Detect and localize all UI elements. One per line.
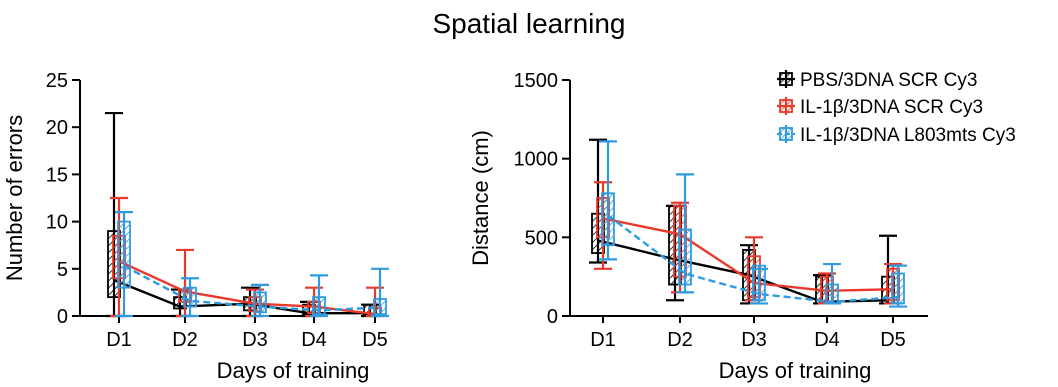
x-tick-label: D2: [667, 329, 693, 351]
x-tick-label: D5: [880, 329, 906, 351]
y-tick-label: 20: [46, 117, 68, 139]
series-layer: [589, 138, 907, 308]
y-ticks: 0 5 10 15 20 25: [46, 70, 80, 328]
errors-chart: 0 5 10 15 20 25 D1 D2 D3 D4 D5 Days of training N…: [2, 70, 389, 383]
box: [117, 220, 131, 289]
x-axis-label: Days of training: [217, 358, 370, 383]
y-axis-label: Distance (cm): [468, 130, 493, 266]
box: [825, 283, 839, 305]
legend-label: IL-1β/3DNA L803mts Cy3: [800, 125, 1016, 146]
figure-title: Spatial learning: [432, 8, 626, 39]
x-tick-label: D1: [106, 329, 132, 351]
x-axis-label: Days of training: [719, 358, 872, 383]
y-tick-label: 10: [46, 212, 68, 234]
series-layer: [105, 111, 389, 318]
y-tick-label: 15: [46, 164, 68, 186]
legend: PBS/3DNA SCR Cy3 IL-1β/3DNA SCR Cy3 IL-1…: [777, 70, 1016, 146]
y-axis-label: Number of errors: [2, 115, 27, 281]
y-tick-label: 500: [525, 227, 558, 249]
x-tick-label: D3: [242, 329, 268, 351]
legend-label: IL-1β/3DNA SCR Cy3: [800, 97, 983, 118]
series-line: [123, 264, 381, 312]
box: [312, 296, 326, 316]
series-il1b_l803: [599, 140, 907, 308]
y-tick-label: 1000: [514, 149, 559, 171]
box: [373, 298, 387, 316]
x-tick-label: D1: [590, 329, 616, 351]
y-tick-label: 25: [46, 70, 68, 92]
y-ticks: 0 500 1000 1500: [514, 70, 570, 328]
x-tick-label: D4: [814, 329, 840, 351]
box: [752, 264, 766, 302]
box: [253, 291, 267, 314]
series-il1b_scr: [594, 181, 902, 305]
x-tick-label: D5: [362, 329, 388, 351]
legend-item-il1b-scr: IL-1β/3DNA SCR Cy3: [777, 97, 983, 118]
x-tick-label: D4: [301, 329, 327, 351]
legend-item-pbs: PBS/3DNA SCR Cy3: [777, 70, 977, 91]
box: [891, 272, 905, 305]
x-tick-label: D2: [172, 329, 198, 351]
legend-label: PBS/3DNA SCR Cy3: [800, 70, 977, 91]
series-pbs: [105, 111, 379, 318]
distance-chart: 0 500 1000 1500 D1 D2 D3 D4 D5 Days of training…: [468, 70, 928, 383]
series-pbs: [589, 138, 897, 305]
box: [183, 286, 197, 308]
box: [601, 192, 615, 247]
y-tick-label: 0: [57, 306, 68, 328]
series-il1b_l803: [115, 211, 389, 318]
legend-item-il1b-l803: IL-1β/3DNA L803mts Cy3: [777, 125, 1016, 146]
y-tick-label: 1500: [514, 70, 559, 92]
x-ticks: D1 D2 D3 D4 D5: [590, 316, 906, 351]
box: [678, 228, 692, 286]
x-ticks: D1 D2 D3 D4 D5: [106, 316, 388, 351]
y-tick-label: 5: [57, 259, 68, 281]
series-line: [607, 214, 899, 304]
x-tick-label: D3: [741, 329, 767, 351]
y-tick-label: 0: [547, 306, 558, 328]
